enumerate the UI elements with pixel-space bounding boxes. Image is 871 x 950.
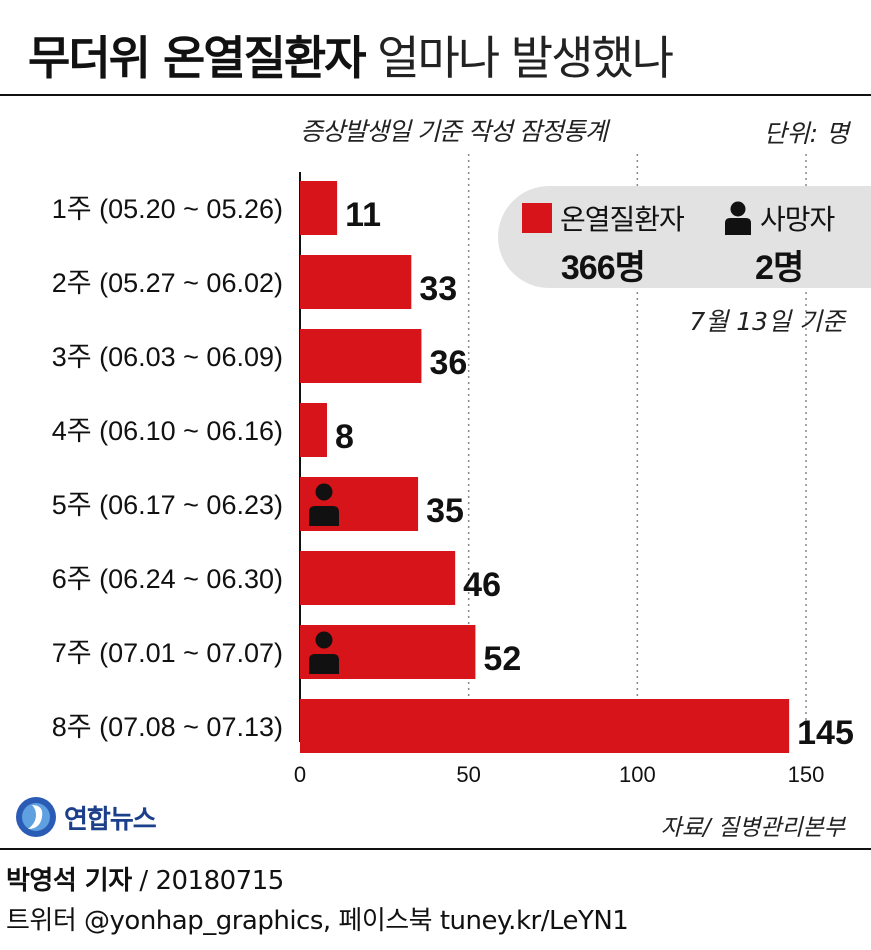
bar-chart: 0 50 100 150 1주 (05.20 ~ 05.26) 11 2주 (05.27 ~…	[52, 154, 854, 787]
value-label: 52	[483, 640, 521, 678]
publish-date: / 20180715	[131, 866, 284, 896]
yonhap-logo: 연합뉴스	[14, 795, 157, 839]
deaths-label: 사망자	[760, 203, 835, 236]
bar	[300, 329, 422, 383]
title-main: 무더위 온열질환자	[28, 31, 367, 85]
summary-patients: 온열질환자 366명	[522, 198, 685, 289]
reporter-name: 박영석 기자	[6, 866, 132, 896]
value-label: 8	[335, 418, 354, 456]
summary-deaths: 사망자 2명	[724, 198, 835, 289]
chart-title: 무더위 온열질환자 얼마나 발생했나	[28, 22, 674, 88]
summary-box: 온열질환자 366명 사망자 2명	[498, 186, 871, 288]
death-marker-body	[309, 654, 339, 674]
value-label: 11	[345, 196, 381, 234]
yonhap-logo-icon	[16, 797, 56, 837]
bar	[300, 403, 327, 457]
person-icon	[725, 201, 751, 235]
patients-swatch	[522, 203, 552, 233]
chart-subtitle: 증상발생일 기준 작성 잠정통계	[300, 117, 608, 146]
unit-label: 단위: 명	[763, 119, 849, 148]
x-tick-label: 50	[456, 762, 480, 787]
category-label: 1주 (05.20 ~ 05.26)	[52, 194, 283, 224]
patients-label: 온열질환자	[560, 203, 685, 236]
patients-value: 366명	[560, 249, 646, 287]
death-marker-head	[315, 483, 333, 501]
logo-text: 연합뉴스	[64, 804, 157, 835]
source-label: 자료/ 질병관리본부	[660, 815, 845, 841]
category-label: 2주 (05.27 ~ 06.02)	[52, 268, 283, 298]
as-of-date: 7월 13일 기준	[689, 307, 845, 336]
credit-line: 박영석 기자 / 20180715	[6, 860, 284, 897]
footer-rule	[0, 848, 871, 850]
bar	[300, 255, 412, 309]
category-label: 8주 (07.08 ~ 07.13)	[52, 712, 283, 742]
value-label: 145	[797, 714, 854, 752]
title-rule	[0, 94, 871, 96]
deaths-value: 2명	[755, 249, 804, 287]
death-marker-body	[309, 506, 339, 526]
social-line: 트위터 @yonhap_graphics, 페이스북 tuney.kr/LeYN…	[6, 906, 629, 936]
category-label: 3주 (06.03 ~ 06.09)	[52, 342, 283, 372]
value-label: 35	[426, 492, 464, 530]
value-label: 36	[429, 344, 467, 382]
bar	[300, 699, 790, 753]
category-label: 6주 (06.24 ~ 06.30)	[52, 564, 283, 594]
title-sub: 얼마나 발생했나	[377, 31, 674, 85]
x-tick-label: 100	[619, 762, 656, 787]
category-label: 7주 (07.01 ~ 07.07)	[52, 638, 283, 668]
category-label: 4주 (06.10 ~ 06.16)	[52, 416, 283, 446]
death-marker-head	[315, 631, 333, 649]
bar	[300, 181, 338, 235]
x-tick-label: 0	[294, 762, 306, 787]
category-label: 5주 (06.17 ~ 06.23)	[52, 490, 283, 520]
value-label: 33	[419, 270, 457, 308]
value-label: 46	[463, 566, 501, 604]
bar	[300, 551, 456, 605]
x-tick-label: 150	[788, 762, 825, 787]
